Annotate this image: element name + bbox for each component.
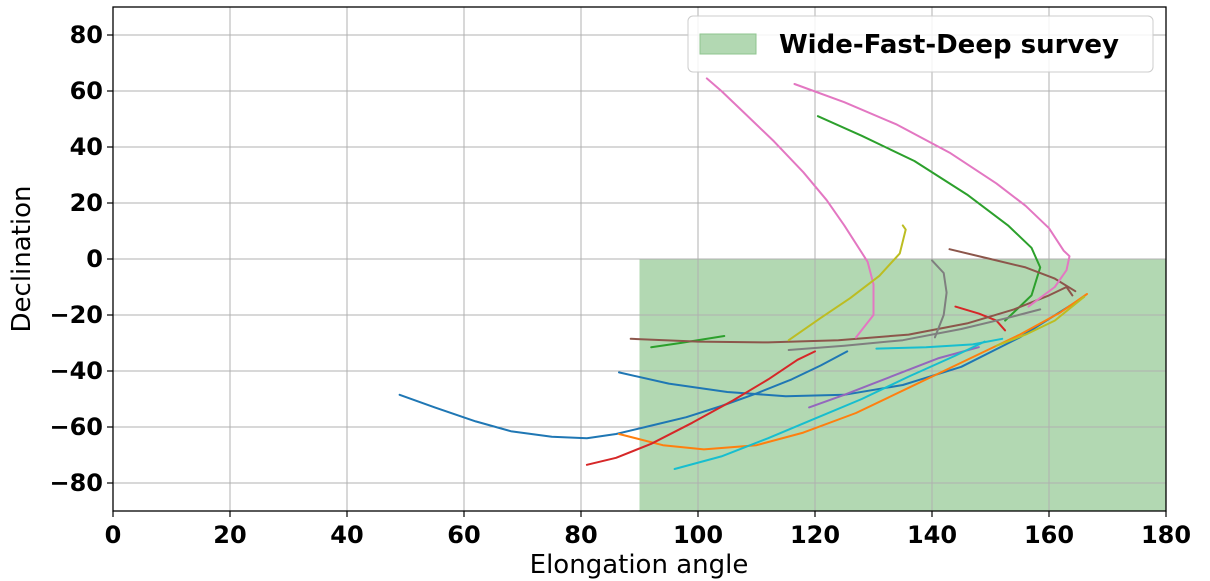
- trajectory-line-12: [793, 83, 1071, 308]
- trajectory-line-17: [673, 340, 986, 470]
- y-tick-label: 20: [70, 189, 103, 217]
- trajectory-line-15: [787, 224, 907, 342]
- trajectory-line-5: [816, 115, 1042, 322]
- trajectory-line-14: [931, 259, 948, 339]
- grid-layer: [112, 7, 1167, 511]
- trajectory-line-4: [650, 335, 726, 349]
- legend-label: Wide-Fast-Deep survey: [779, 30, 1119, 60]
- x-tick-label: 40: [330, 521, 363, 549]
- x-tick-label: 180: [1141, 521, 1191, 549]
- trajectory-line-6: [585, 350, 816, 466]
- legend: Wide-Fast-Deep survey: [687, 15, 1154, 73]
- y-tick-label: 40: [70, 133, 103, 161]
- y-tick-label: 60: [70, 77, 103, 105]
- x-tick-label: 80: [564, 521, 597, 549]
- legend-box: [687, 15, 1154, 73]
- y-tick-label: −80: [49, 469, 103, 497]
- trajectory-line-1: [398, 350, 849, 440]
- y-tick-label: −40: [49, 357, 103, 385]
- series-layer: [398, 77, 1088, 470]
- x-tick-label: 20: [213, 521, 246, 549]
- y-axis-label: Declination: [7, 186, 37, 333]
- x-tick-label: 100: [673, 521, 723, 549]
- trajectory-line-10: [948, 248, 1077, 293]
- x-tick-label: 60: [447, 521, 480, 549]
- trajectory-line-16: [995, 295, 1086, 347]
- y-tick-label: −20: [49, 301, 103, 329]
- x-tick-label: 160: [1024, 521, 1074, 549]
- x-tick-label: 0: [105, 521, 122, 549]
- tick-layer: 0 20 40 60 80 100 120 140 160 180 −80 −60 −40 −20 0 20 4…: [49, 21, 1191, 549]
- trajectory-line-3: [618, 293, 1088, 451]
- trajectory-line-11: [705, 77, 875, 339]
- trajectory-line-18: [875, 337, 1004, 350]
- y-tick-label: 0: [86, 245, 103, 273]
- y-tick-label: 80: [70, 21, 103, 49]
- x-tick-label: 120: [790, 521, 840, 549]
- trajectory-line-13: [787, 308, 1042, 351]
- trajectory-line-8: [808, 346, 980, 409]
- legend-swatch: [699, 33, 757, 55]
- y-tick-label: −60: [49, 413, 103, 441]
- x-tick-label: 140: [907, 521, 957, 549]
- x-axis-label: Elongation angle: [530, 550, 749, 580]
